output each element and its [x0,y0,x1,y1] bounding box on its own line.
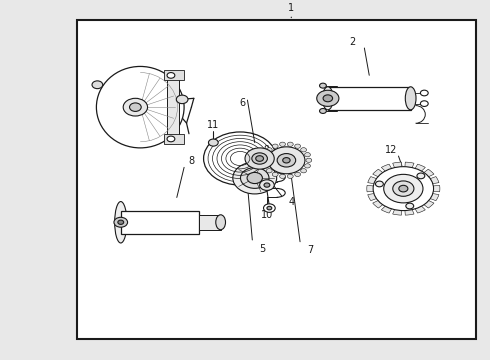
Bar [199,215,221,230]
Text: 4: 4 [288,198,294,207]
Circle shape [129,103,141,111]
Circle shape [294,172,300,176]
Bar [167,73,179,142]
Circle shape [118,220,123,224]
Circle shape [375,181,383,187]
Circle shape [241,168,269,188]
Circle shape [272,144,278,148]
Text: 3: 3 [142,88,148,98]
Ellipse shape [405,87,416,110]
Bar [164,71,184,80]
Wedge shape [403,189,414,215]
Circle shape [319,83,326,88]
Text: 7: 7 [308,245,314,255]
Circle shape [245,148,274,169]
Circle shape [280,174,286,179]
Circle shape [264,183,270,187]
Text: 11: 11 [207,120,220,130]
Circle shape [417,173,425,179]
Circle shape [384,174,423,203]
Circle shape [406,203,414,209]
Circle shape [294,144,300,148]
Bar [77,21,476,339]
Circle shape [247,172,263,184]
Wedge shape [381,164,403,189]
Circle shape [263,164,269,168]
Circle shape [264,204,275,212]
Bar [164,134,184,144]
Wedge shape [403,162,414,189]
Wedge shape [403,189,434,208]
Circle shape [176,95,188,104]
Circle shape [301,168,307,173]
Circle shape [287,174,293,179]
Wedge shape [403,189,425,213]
Circle shape [268,147,305,174]
Ellipse shape [216,215,225,230]
Circle shape [399,185,408,192]
Text: 5: 5 [259,243,265,253]
Circle shape [305,153,310,157]
Circle shape [280,142,286,147]
Circle shape [287,142,293,147]
Ellipse shape [97,67,184,148]
Circle shape [317,90,339,106]
Circle shape [167,136,175,142]
Circle shape [267,206,272,210]
Text: 10: 10 [261,210,273,220]
Wedge shape [403,176,439,189]
Ellipse shape [115,202,127,243]
Wedge shape [373,169,403,189]
Circle shape [267,168,272,173]
Circle shape [92,81,103,89]
Circle shape [277,154,295,167]
Wedge shape [368,176,403,189]
Ellipse shape [322,87,333,110]
Circle shape [263,153,269,157]
Wedge shape [381,189,403,213]
Circle shape [283,158,290,163]
Wedge shape [373,189,403,208]
Circle shape [260,180,274,190]
Circle shape [233,162,277,194]
Text: 1: 1 [288,3,294,13]
Circle shape [393,181,414,196]
Circle shape [319,108,326,113]
Bar [328,87,411,110]
Circle shape [420,101,428,107]
Wedge shape [403,185,440,192]
Circle shape [272,172,278,176]
Text: 12: 12 [385,145,397,155]
Circle shape [208,139,218,146]
Bar [121,211,199,234]
Wedge shape [403,169,434,189]
Text: 8: 8 [188,156,195,166]
Text: 6: 6 [240,98,245,108]
Circle shape [261,158,267,162]
Wedge shape [392,189,403,215]
Wedge shape [392,162,403,189]
Wedge shape [403,189,439,201]
Circle shape [167,73,175,78]
Wedge shape [368,189,403,201]
Circle shape [114,217,127,227]
Circle shape [301,148,307,152]
Circle shape [306,158,312,162]
Text: 2: 2 [349,37,355,47]
Circle shape [305,164,310,168]
Wedge shape [367,185,403,192]
Circle shape [252,153,268,164]
Circle shape [373,167,434,211]
Text: 9: 9 [264,145,270,155]
Circle shape [323,95,333,102]
Wedge shape [403,164,425,189]
Circle shape [267,148,272,152]
Circle shape [256,156,264,161]
Circle shape [123,98,147,116]
Circle shape [420,90,428,96]
